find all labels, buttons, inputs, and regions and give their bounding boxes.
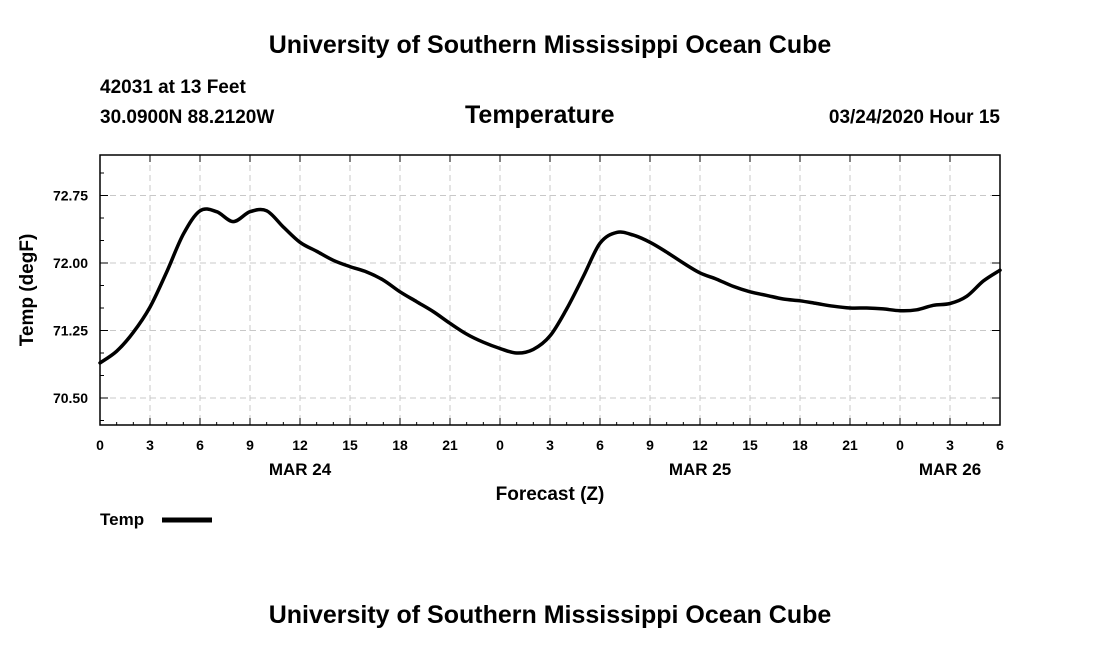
x-tick-label: 9 [246, 437, 254, 453]
chart-title: Temperature [465, 101, 615, 129]
x-tick-label: 3 [546, 437, 554, 453]
x-tick-label: 6 [596, 437, 604, 453]
grid-layer [100, 155, 1000, 425]
x-tick-label: 0 [496, 437, 504, 453]
top-title: University of Southern Mississippi Ocean… [268, 31, 832, 59]
legend-label: Temp [100, 510, 144, 529]
x-tick-label: 0 [896, 437, 904, 453]
day-label: MAR 25 [669, 460, 731, 479]
x-tick-label: 0 [96, 437, 104, 453]
x-tick-label: 6 [196, 437, 204, 453]
station-label: 42031 at 13 Feet [100, 77, 246, 98]
y-tick-label: 72.00 [53, 255, 88, 271]
x-tick-label: 3 [946, 437, 954, 453]
x-tick-label: 12 [692, 437, 708, 453]
coordinates-label: 30.0900N 88.2120W [100, 107, 275, 128]
bottom-title: University of Southern Mississippi Ocean… [268, 601, 832, 629]
y-tick-label: 72.75 [53, 188, 88, 204]
x-tick-label: 21 [442, 437, 458, 453]
day-label: MAR 24 [269, 460, 332, 479]
label-layer: 0 3 6 9 12 15 18 21 0 3 6 9 12 15 18 21 0 3 6 70.50 71.25 72.… [53, 188, 1004, 480]
x-tick-label: 18 [392, 437, 408, 453]
day-label: MAR 26 [919, 460, 981, 479]
y-axis-label: Temp (degF) [17, 234, 38, 347]
x-tick-label: 6 [996, 437, 1004, 453]
x-tick-label: 3 [146, 437, 154, 453]
tick-layer [99, 155, 1001, 425]
y-tick-label: 71.25 [53, 323, 88, 339]
x-tick-label: 15 [742, 437, 758, 453]
y-tick-label: 70.50 [53, 390, 88, 406]
x-axis-label: Forecast (Z) [496, 484, 605, 505]
x-tick-label: 18 [792, 437, 808, 453]
x-tick-label: 15 [342, 437, 358, 453]
x-tick-label: 12 [292, 437, 308, 453]
temp-series-line [98, 207, 1002, 365]
x-tick-label: 9 [646, 437, 654, 453]
x-tick-label: 21 [842, 437, 858, 453]
datetime-label: 03/24/2020 Hour 15 [828, 107, 1000, 128]
